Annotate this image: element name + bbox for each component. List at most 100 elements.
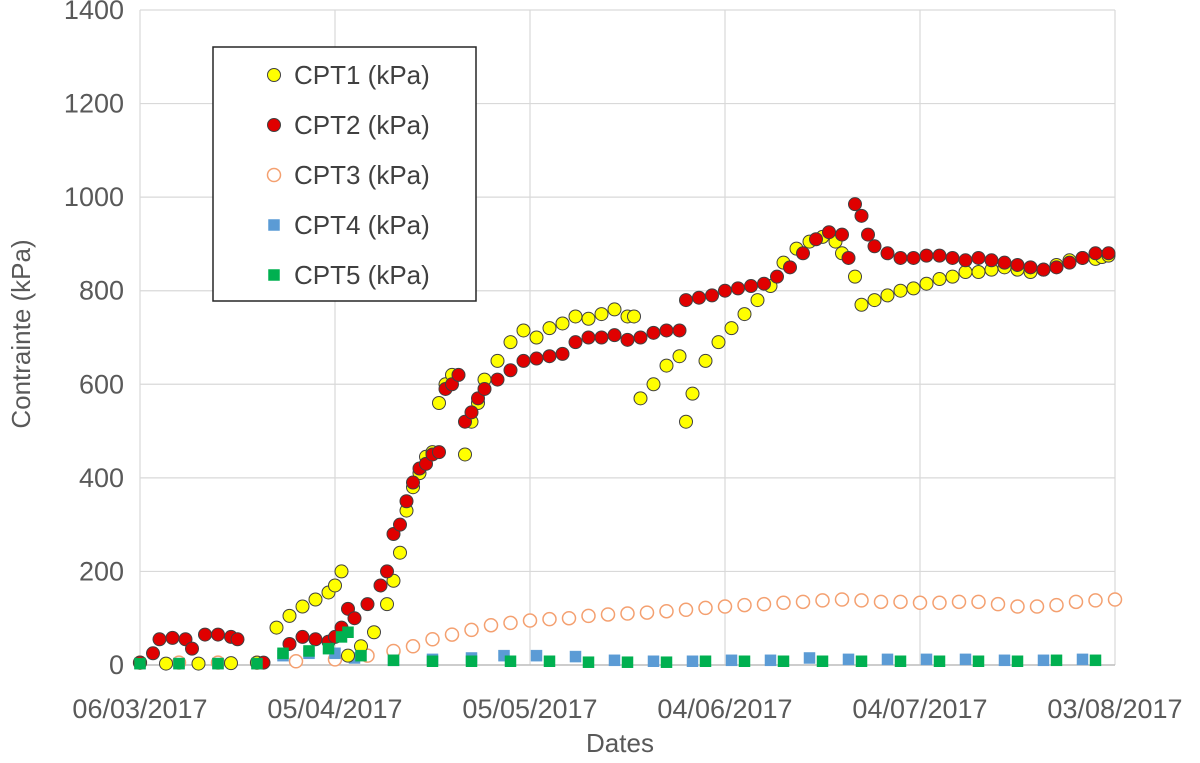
data-point: [647, 655, 660, 668]
data-point: [620, 606, 635, 621]
data-point: [458, 447, 472, 462]
legend-label: CPT1 (kPa): [294, 60, 430, 90]
data-point: [295, 599, 310, 614]
y-tick-label: 0: [109, 650, 124, 680]
data-point: [1010, 599, 1025, 614]
data-point: [555, 316, 570, 331]
data-point: [725, 654, 738, 667]
y-tick-label: 200: [79, 556, 124, 586]
data-point: [251, 657, 263, 670]
data-point: [633, 330, 648, 345]
data-point: [873, 594, 889, 610]
data-point: [971, 265, 986, 279]
data-point: [659, 603, 674, 619]
data-point: [288, 654, 304, 669]
data-point: [672, 349, 687, 364]
data-point: [646, 325, 661, 340]
data-point: [744, 279, 758, 294]
data-point: [1075, 250, 1090, 265]
data-point: [1089, 654, 1102, 667]
data-point: [134, 657, 146, 670]
data-point: [555, 346, 570, 361]
data-point: [737, 307, 752, 322]
data-point: [1101, 246, 1116, 261]
data-point: [159, 656, 173, 671]
data-point: [211, 627, 225, 642]
data-point: [503, 335, 518, 350]
data-point: [698, 353, 713, 368]
y-tick-label: 1400: [64, 0, 124, 25]
data-point: [1088, 246, 1103, 261]
data-point: [854, 208, 869, 223]
legend-label: CPT2 (kPa): [294, 110, 430, 140]
data-point: [867, 293, 882, 308]
data-point: [998, 654, 1011, 667]
x-tick-label: 06/03/2017: [72, 694, 207, 724]
y-axis-title: Contrainte (kPa): [6, 239, 36, 428]
data-point: [542, 349, 557, 364]
data-point: [639, 605, 655, 620]
data-point: [373, 578, 388, 593]
data-point: [997, 255, 1012, 270]
data-point: [277, 647, 289, 660]
data-point: [529, 330, 544, 345]
data-point: [342, 626, 354, 638]
data-point: [444, 627, 460, 642]
x-tick-label: 03/08/2017: [1047, 694, 1182, 724]
x-tick-label: 05/04/2017: [267, 694, 402, 724]
legend-marker: [266, 167, 282, 183]
y-tick-label: 1200: [64, 89, 124, 119]
data-point: [1049, 597, 1064, 613]
data-point: [920, 653, 933, 666]
data-point: [912, 595, 928, 611]
data-point: [627, 309, 641, 324]
data-point: [984, 253, 999, 268]
data-point: [569, 650, 582, 663]
data-point: [959, 653, 972, 666]
y-tick-label: 400: [79, 463, 124, 493]
data-point: [322, 642, 335, 655]
data-point: [360, 597, 375, 612]
data-point: [705, 288, 719, 303]
legend-label: CPT4 (kPa): [294, 210, 430, 240]
data-point: [282, 636, 297, 651]
data-point: [367, 625, 381, 640]
data-point: [893, 594, 908, 610]
data-point: [198, 627, 212, 642]
data-point: [659, 323, 674, 338]
data-point: [581, 608, 596, 624]
data-point: [738, 655, 751, 668]
data-point: [405, 639, 421, 654]
data-point: [854, 297, 869, 312]
data-point: [951, 594, 967, 610]
data-point: [685, 386, 700, 401]
data-point: [516, 353, 531, 368]
data-point: [841, 250, 856, 265]
data-point: [282, 608, 297, 623]
data-point: [1107, 592, 1123, 607]
data-point: [490, 372, 505, 387]
data-point: [406, 475, 420, 490]
legend-box: [212, 46, 477, 302]
x-tick-label: 05/05/2017: [462, 694, 597, 724]
legend-marker: [268, 219, 280, 231]
legend-label: CPT5 (kPa): [294, 260, 430, 290]
data-point: [191, 656, 206, 671]
data-point: [542, 611, 557, 627]
data-point: [393, 517, 407, 532]
data-point: [848, 197, 862, 212]
data-point: [692, 290, 706, 305]
data-point: [451, 367, 466, 382]
data-point: [678, 602, 694, 618]
data-point: [945, 250, 960, 265]
data-point: [672, 323, 687, 338]
data-point: [698, 600, 713, 616]
data-point: [542, 321, 557, 336]
data-point: [880, 288, 895, 303]
data-point: [146, 646, 160, 661]
data-point: [568, 335, 583, 350]
legend-label: CPT3 (kPa): [294, 160, 430, 190]
data-point: [861, 227, 875, 242]
data-point: [770, 269, 784, 284]
